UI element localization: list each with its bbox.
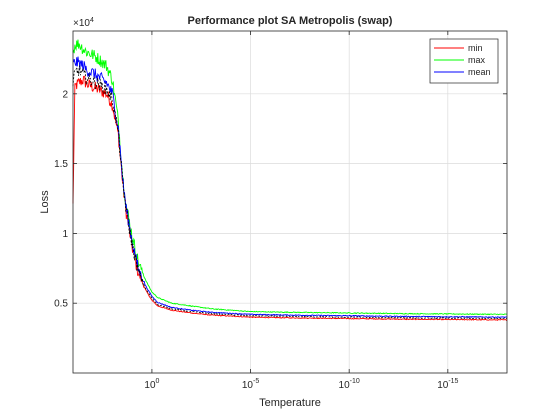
x-tick-label: 10-10 (339, 378, 360, 391)
series-line-min (72, 75, 507, 321)
y-tick-label: 2 (62, 89, 68, 100)
legend-label-mean: mean (468, 67, 491, 77)
series-line-max (72, 39, 508, 316)
grid-lines (73, 31, 507, 373)
x-tick-exponent: -10 (350, 378, 360, 385)
series-layer (72, 39, 508, 321)
y-axis-exponent: ×104 (73, 17, 94, 29)
y-tick-label: 1.5 (54, 159, 68, 170)
x-tick-base: 10 (339, 380, 351, 391)
plot-frame (72, 30, 508, 374)
plot-area (73, 31, 507, 373)
axis-ticks: 100 10-5 10-10 10-150.511.52 (54, 31, 507, 391)
x-tick-base: 10 (437, 380, 449, 391)
x-tick-base: 10 (144, 380, 156, 391)
y-exponent-power: 4 (90, 17, 94, 24)
chart-title: Performance plot SA Metropolis (swap) (188, 15, 393, 27)
x-axis-label: Temperature (259, 397, 321, 409)
x-tick-label: 10-15 (437, 378, 458, 391)
series-line-extra (72, 65, 507, 320)
legend-label-max: max (468, 55, 486, 65)
x-tick-exponent: -15 (448, 378, 458, 385)
series-line-mean (72, 56, 508, 319)
y-tick-label: 1 (62, 229, 68, 240)
x-tick-base: 10 (242, 380, 254, 391)
legend-label-min: min (468, 43, 483, 53)
y-exponent-base: ×10 (73, 18, 90, 29)
y-axis-label: Loss (39, 190, 51, 214)
legend: min max mean (429, 38, 499, 84)
x-tick-label: 10-5 (242, 378, 259, 391)
x-tick-exponent: 0 (156, 378, 160, 385)
legend-box (429, 38, 499, 84)
x-tick-label: 100 (144, 378, 159, 391)
y-tick-label: 0.5 (54, 299, 68, 310)
x-tick-exponent: -5 (253, 378, 259, 385)
